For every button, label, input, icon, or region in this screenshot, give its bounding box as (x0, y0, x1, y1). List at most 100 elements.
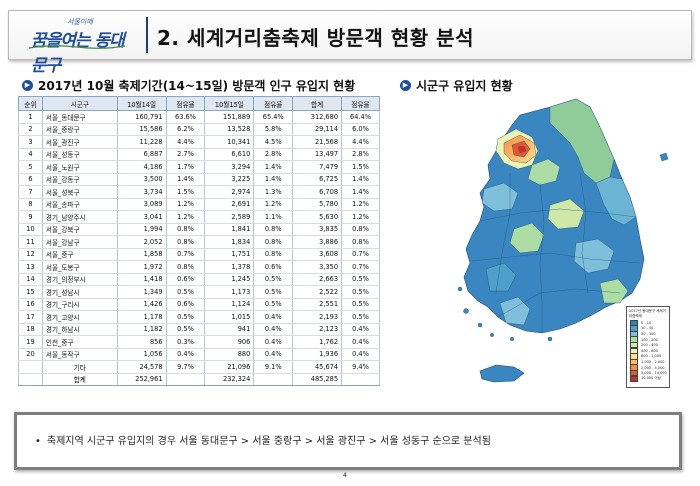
legend-label: 200 - 400 (641, 343, 658, 348)
table-row: 기타 24,578 9.7% 21,096 9.1% 45,674 9.4% (18, 360, 380, 374)
table-cell (165, 373, 206, 386)
table-cell: 11 (18, 235, 43, 249)
table-cell: 3,225 (204, 173, 255, 186)
legend-label: 100 - 200 (641, 337, 658, 342)
table-cell: 인천_중구 (41, 335, 118, 349)
table-cell: 1,994 (116, 223, 167, 236)
table-row: 4 서울_성동구 6,887 2.7% 6,610 2.8% 13,497 2.8% (18, 148, 380, 161)
table-row: 5 서울_노원구 4,186 1.7% 3,294 1.4% 7,479 1.5% (18, 160, 380, 174)
table-row: 16 경기_구리시 1,426 0.6% 1,124 0.5% 2,551 0.5% (18, 298, 380, 311)
table-cell: 1,124 (204, 298, 255, 311)
district-boundaries (471, 172, 641, 333)
table-cell: 서울_동대문구 (41, 110, 118, 124)
header-bar: 서울이메 꿈을여는 동대문구 2. 세계거리춤축제 방문객 현황 분석 (8, 10, 692, 76)
table-cell: 3,608 (292, 248, 343, 261)
table-cell: 13,528 (204, 123, 255, 136)
table-row: 20 서울_동작구 1,056 0.4% 880 0.4% 1,936 0.4% (18, 348, 380, 361)
table-row: 13 서울_도봉구 1,972 0.8% 1,378 0.6% 3,350 0.7% (18, 260, 380, 274)
table-row: 합계 252,961 232,324 485,285 (18, 373, 380, 386)
table-cell: 서울_강남구 (41, 235, 118, 249)
table-cell: 4.4% (341, 135, 380, 149)
table-cell: 1 (18, 110, 43, 124)
table-cell: 0.8% (165, 235, 206, 249)
table-cell: 0.4% (253, 323, 294, 336)
table-row: 14 경기_의정부시 1,418 0.6% 1,245 0.5% 2,663 0.5% (18, 273, 380, 286)
table-cell: 1,182 (116, 323, 167, 336)
table-cell: 0.5% (253, 285, 294, 299)
table-row: 12 서울_중구 1,858 0.7% 1,751 0.8% 3,608 0.7% (18, 248, 380, 261)
play-bullet-icon: ▶ (22, 80, 33, 91)
table-cell: 0.8% (341, 235, 380, 249)
table-cell: 2,589 (204, 210, 255, 224)
table-cell: 서울_성동구 (41, 148, 118, 161)
table-cell: 1,972 (116, 260, 167, 274)
table-cell: 16 (18, 298, 43, 311)
table-cell: 2,193 (292, 310, 343, 324)
table-cell: 13,497 (292, 148, 343, 161)
table-cell: 0.6% (165, 273, 206, 286)
table-row: 11 서울_강남구 2,052 0.8% 1,834 0.8% 3,886 0.8% (18, 235, 380, 249)
table-cell: 14 (18, 273, 43, 286)
table-cell (18, 373, 43, 386)
summary-box: 축제지역 시군구 유입지의 경우 서울 동대문구 > 서울 중랑구 > 서울 광… (14, 412, 682, 470)
table-cell: 1.4% (253, 173, 294, 186)
korea-choropleth-map (457, 98, 669, 383)
table-cell: 1,378 (204, 260, 255, 274)
legend-label: 50 - 100 (641, 331, 656, 336)
table-cell: 0.5% (253, 298, 294, 311)
table-row: 8 서울_송파구 3,089 1.2% 2,691 1.2% 5,780 1.2% (18, 198, 380, 211)
table-cell: 19 (18, 335, 43, 349)
legend-items: 0 - 10 10 - 50 50 - 100 100 - 200 200 - 400 4… (627, 319, 669, 382)
table-cell: 10 (18, 223, 43, 236)
table-row: 1 서울_동대문구 160,791 63.6% 151,889 65.4% 312,680 6… (18, 110, 380, 124)
column-header: 10월14일 (116, 96, 167, 111)
table-cell: 1.4% (341, 173, 380, 186)
table-row: 3 서울_광진구 11,228 4.4% 10,341 4.5% 21,568 4.4% (18, 135, 380, 149)
table-cell: 0.5% (341, 285, 380, 299)
table-cell: 1.4% (341, 185, 380, 199)
table-cell: 2 (18, 123, 43, 136)
table-cell: 1.1% (253, 210, 294, 224)
table-cell: 18 (18, 323, 43, 336)
table-cell: 13 (18, 260, 43, 274)
table-cell: 0.3% (165, 335, 206, 349)
table-cell: 0.5% (341, 298, 380, 311)
table-cell: 2.8% (341, 148, 380, 161)
legend-swatch (630, 375, 638, 382)
table-cell: 5.8% (253, 123, 294, 136)
district-logo: 서울이메 꿈을여는 동대문구 (27, 17, 137, 76)
legend-label: 2,000 - 5,000 (641, 365, 665, 370)
table-row: 17 경기_고양시 1,178 0.5% 1,015 0.4% 2,193 0.5% (18, 310, 380, 324)
table-cell: 2,691 (204, 198, 255, 211)
table-cell: 1.2% (341, 210, 380, 224)
table-cell: 24,578 (116, 360, 167, 374)
table-cell: 1,178 (116, 310, 167, 324)
table-row: 15 경기_성남시 1,349 0.5% 1,173 0.5% 2,522 0.5% (18, 285, 380, 299)
table-cell: 0.8% (165, 223, 206, 236)
table-cell: 4.4% (165, 135, 206, 149)
table-cell: 0.7% (341, 248, 380, 261)
legend-label: 5,000 - 10,000 (641, 371, 667, 376)
table-cell: 1,056 (116, 348, 167, 361)
logo-text: 꿈을여는 동대문구 (31, 31, 125, 76)
table-cell: 63.6% (165, 110, 206, 124)
table-cell: 6 (18, 173, 43, 186)
table-cell: 경기_의정부시 (41, 273, 118, 286)
table-cell: 1.2% (165, 198, 206, 211)
map-section-title: ▶ 시군구 유입지 현황 (400, 77, 513, 94)
table-cell: 7,479 (292, 160, 343, 174)
table-row: 9 경기_남양주시 3,041 1.2% 2,589 1.1% 5,630 1.2% (18, 210, 380, 224)
table-cell: 2,052 (116, 235, 167, 249)
table-cell: 20 (18, 348, 43, 361)
table-cell: 1,834 (204, 235, 255, 249)
summary-text: 축제지역 시군구 유입지의 경우 서울 동대문구 > 서울 중랑구 > 서울 광… (35, 432, 491, 447)
legend-label: 10,000 이상 (641, 376, 661, 381)
table-cell: 2,123 (292, 323, 343, 336)
table-cell: 232,324 (204, 373, 255, 386)
table-cell: 0.8% (253, 248, 294, 261)
table-cell: 0.5% (165, 310, 206, 324)
table-cell: 17 (18, 310, 43, 324)
table-cell: 3,500 (116, 173, 167, 186)
table-cell: 15 (18, 285, 43, 299)
